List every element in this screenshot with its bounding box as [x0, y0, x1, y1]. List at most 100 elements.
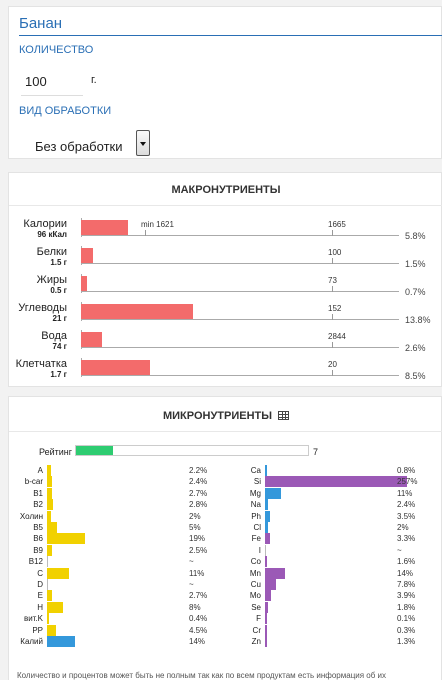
micro-row: B9 2.5% [13, 544, 229, 556]
quantity-label: КОЛИЧЕСТВО [19, 44, 94, 56]
table-icon[interactable] [278, 411, 290, 420]
macro-tick-label: min 1621 [141, 220, 174, 229]
micro-percent: 0.8% [397, 466, 416, 475]
micro-bar [47, 567, 69, 579]
micro-row: b-car 2.4% [13, 476, 229, 488]
micronutrients-title: МИКРОНУТРИЕНТЫ [162, 410, 273, 422]
macro-amount: 74 г [52, 342, 67, 351]
micro-name: Na [250, 500, 261, 510]
micro-percent: 2.4% [397, 500, 416, 510]
micro-row: Cu 7.8% [241, 579, 437, 590]
micronutrients-card: МИКРОНУТРИЕНТЫ Рейтинг 7 A 2.2% b-car 2.4% B… [8, 396, 442, 680]
micro-row: Fe 3.3% [241, 533, 437, 545]
micro-row: Mo 3.9% [241, 590, 437, 602]
micro-row: C 11% [13, 567, 229, 579]
micro-name: E [37, 591, 43, 601]
micro-bar [47, 510, 51, 522]
micro-percent: 11% [397, 488, 413, 498]
rating-value: 7 [313, 447, 319, 457]
macro-amount: 1.7 г [50, 370, 67, 379]
micro-percent: 0.1% [397, 614, 416, 624]
micro-bar [47, 465, 51, 476]
micro-row: B12 ~ [13, 556, 229, 568]
micro-bar [47, 613, 49, 625]
micro-name: вит.K [23, 614, 43, 624]
macro-tick-label: 1665 [328, 220, 346, 229]
macro-row: Калории 96 кКал min 1621 1665 5.8% [9, 218, 442, 246]
micro-bar [47, 590, 52, 602]
micro-row: Se 1.8% [241, 601, 437, 613]
micro-row: Si 257% [241, 476, 437, 488]
micro-row: I ~ [241, 544, 437, 556]
micro-percent: 2.4% [189, 477, 208, 487]
macro-axis [81, 319, 399, 320]
micro-bar [265, 487, 281, 499]
macro-row: Вода 74 г 2844 2.6% [9, 330, 442, 358]
macro-tick-label: 2844 [328, 332, 346, 341]
macro-name: Калории [23, 218, 67, 230]
micro-bar [265, 624, 267, 636]
micro-percent: 11% [189, 568, 205, 578]
micro-bar [47, 476, 52, 488]
micronutrients-title-wrap: МИКРОНУТРИЕНТЫ [9, 410, 442, 422]
macro-percent: 0.7% [405, 287, 426, 297]
macro-amount: 0.5 г [50, 286, 67, 295]
micro-name: b-car [24, 477, 43, 487]
micro-percent: 3.3% [397, 534, 416, 544]
macro-percent: 5.8% [405, 231, 426, 241]
micro-name: B12 [28, 557, 43, 567]
micro-percent: 2.5% [189, 545, 208, 555]
micro-percent: 2% [189, 511, 201, 521]
micro-row: F 0.1% [241, 613, 437, 625]
quantity-input[interactable] [21, 69, 71, 93]
micro-bar [265, 590, 271, 602]
macro-name: Вода [41, 330, 67, 342]
micro-name: Se [251, 602, 261, 612]
micro-percent: 2% [397, 523, 409, 532]
micro-percent: 7.8% [397, 580, 416, 589]
micro-row: Cr 0.3% [241, 624, 437, 636]
micro-bar [265, 522, 268, 533]
micro-row: Co 1.6% [241, 556, 437, 568]
micro-row: Холин 2% [13, 510, 229, 522]
micro-row: Na 2.4% [241, 499, 437, 511]
micro-name: H [37, 602, 43, 612]
micro-percent: 3.5% [397, 511, 416, 521]
micro-percent: 1.6% [397, 557, 416, 567]
macro-tick-label: 20 [328, 360, 337, 369]
quantity-underline [21, 95, 83, 96]
micro-percent: ~ [397, 545, 402, 555]
product-name[interactable]: Банан [19, 15, 63, 32]
micro-percent: 257% [397, 477, 418, 487]
micro-percent: ~ [189, 580, 194, 589]
micro-name: F [256, 614, 261, 624]
processing-select[interactable]: Без обработки [25, 130, 150, 156]
micro-bar [265, 499, 268, 511]
micro-row: вит.K 0.4% [13, 613, 229, 625]
macro-amount: 96 кКал [37, 230, 67, 239]
macro-axis [81, 263, 399, 264]
micro-name: Калий [20, 637, 43, 646]
micro-row: PP 4.5% [13, 624, 229, 636]
product-name-underline [19, 35, 442, 36]
micro-name: B2 [33, 500, 43, 510]
macro-bar [81, 248, 93, 263]
macro-name: Жиры [36, 274, 67, 286]
micro-row: B5 5% [13, 522, 229, 533]
macro-row: Клетчатка 1.7 г 20 8.5% [9, 358, 442, 386]
micro-row: H 8% [13, 601, 229, 613]
micro-name: Co [250, 557, 261, 567]
micro-percent: ~ [189, 557, 194, 567]
processing-label: ВИД ОБРАБОТКИ [19, 105, 112, 117]
macro-axis [81, 375, 399, 376]
macro-axis [81, 347, 399, 348]
chevron-down-icon[interactable] [136, 130, 150, 156]
micro-row: Zn 1.3% [241, 636, 437, 647]
macro-name: Углеводы [18, 302, 67, 314]
macro-tick [145, 230, 146, 236]
micro-name: B9 [33, 545, 43, 555]
micro-name: Cr [252, 625, 261, 635]
micro-bar [47, 499, 53, 511]
micro-bar [265, 556, 267, 568]
macro-axis [81, 291, 399, 292]
